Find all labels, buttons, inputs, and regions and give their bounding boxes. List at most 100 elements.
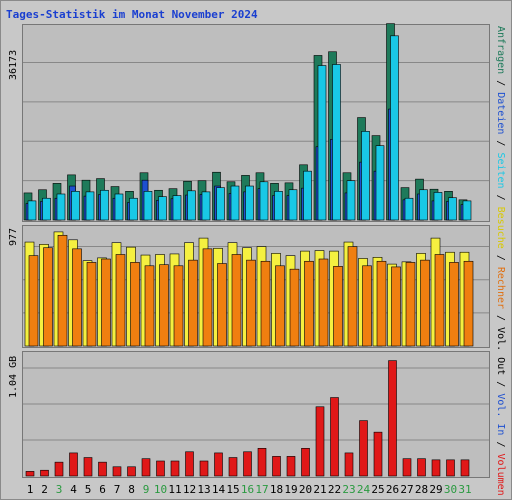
bar-rechner-17: [260, 260, 271, 347]
bar-seiten-10: [158, 196, 167, 221]
day-label-21: 21: [313, 483, 327, 496]
bar-seiten-11: [172, 195, 182, 221]
day-label-25: 25: [371, 483, 385, 496]
day-label-18: 18: [269, 483, 284, 496]
day-label-3: 3: [55, 483, 63, 496]
bar-seiten-4: [71, 191, 80, 221]
day-label-19: 19: [284, 483, 298, 496]
bar-rechner-16: [246, 259, 256, 347]
bar-seiten-13: [201, 191, 211, 221]
bar-rechner-8: [130, 262, 140, 347]
bar-rechner-4: [72, 248, 82, 347]
day-label-12: 12: [182, 483, 197, 496]
bar-volumen-23: [344, 452, 354, 477]
bar-rechner-20: [304, 260, 314, 347]
day-label-16: 16: [240, 483, 255, 496]
bar-seiten-22: [332, 64, 341, 221]
bar-volumen-21: [315, 406, 325, 477]
bar-volumen-11: [170, 460, 180, 477]
bar-volumen-28: [417, 458, 426, 477]
bar-volumen-29: [431, 459, 441, 477]
bar-rechner-11: [173, 265, 184, 347]
day-label-28: 28: [414, 483, 429, 496]
day-label-9: 9: [142, 483, 150, 496]
bar-seiten-29: [433, 192, 443, 221]
page-title: Tages-Statistik im Monat November 2024: [6, 8, 258, 21]
day-label-5: 5: [84, 483, 92, 496]
day-label-10: 10: [153, 483, 168, 496]
bar-seiten-8: [129, 197, 138, 221]
bar-rechner-13: [202, 248, 213, 347]
day-label-31: 31: [458, 483, 472, 496]
day-label-6: 6: [99, 483, 106, 496]
day-label-24: 24: [356, 483, 371, 496]
bar-seiten-5: [85, 191, 95, 221]
bar-volumen-5: [83, 457, 93, 477]
bar-volumen-31: [460, 459, 470, 477]
day-label-22: 22: [327, 483, 342, 496]
bar-volumen-9: [141, 458, 151, 477]
bar-volumen-26: [388, 360, 397, 477]
bar-volumen-15: [228, 457, 238, 477]
bar-rechner-29: [434, 254, 445, 347]
bar-volumen-14: [214, 452, 223, 477]
bar-seiten-26: [390, 35, 399, 221]
day-label-30: 30: [443, 483, 458, 496]
bar-rechner-28: [420, 259, 430, 347]
day-label-29: 29: [429, 483, 443, 496]
bar-volumen-13: [199, 460, 209, 477]
bar-volumen-12: [185, 451, 194, 477]
bar-rechner-26: [391, 266, 401, 347]
bar-rechner-6: [101, 258, 111, 347]
bar-rechner-27: [405, 262, 416, 347]
bar-volumen-6: [98, 461, 107, 477]
bar-seiten-17: [259, 181, 269, 221]
day-label-4: 4: [70, 483, 77, 496]
bar-rechner-25: [376, 260, 387, 347]
bar-seiten-18: [274, 191, 283, 221]
bar-rechner-2: [43, 247, 53, 347]
bar-rechner-12: [188, 259, 198, 347]
day-label-23: 23: [342, 483, 356, 496]
bar-seiten-21: [317, 65, 327, 221]
bar-volumen-7: [112, 466, 122, 477]
bar-rechner-31: [463, 260, 474, 347]
bar-rechner-14: [217, 263, 227, 347]
bar-rechner-23: [347, 246, 358, 347]
day-label-7: 7: [113, 483, 121, 496]
bar-rechner-22: [333, 266, 343, 347]
bar-volumen-27: [402, 458, 412, 477]
bar-volumen-8: [127, 466, 136, 477]
bar-volumen-25: [373, 431, 383, 477]
bar-rechner-30: [449, 262, 459, 347]
day-label-1: 1: [26, 483, 34, 496]
bar-seiten-15: [230, 185, 240, 221]
bar-seiten-2: [42, 197, 51, 221]
bar-rechner-10: [159, 264, 169, 347]
day-label-11: 11: [168, 483, 182, 496]
day-label-8: 8: [128, 483, 135, 496]
day-label-15: 15: [226, 483, 240, 496]
day-label-17: 17: [255, 483, 269, 496]
bar-rechner-18: [275, 265, 285, 347]
bar-rechner-1: [28, 255, 39, 347]
bar-seiten-24: [361, 131, 370, 221]
bar-seiten-28: [419, 189, 428, 221]
bar-seiten-3: [56, 193, 66, 221]
bar-volumen-16: [243, 451, 252, 477]
bar-seiten-7: [114, 193, 124, 221]
day-label-20: 20: [298, 483, 313, 496]
volume-panel: [22, 351, 490, 478]
day-label-2: 2: [41, 483, 48, 496]
day-label-13: 13: [197, 483, 211, 496]
bar-rechner-15: [231, 254, 242, 347]
bar-rechner-21: [318, 258, 329, 347]
bar-rechner-3: [57, 234, 68, 347]
bar-volumen-3: [54, 461, 64, 477]
bar-seiten-16: [245, 185, 254, 221]
bar-seiten-25: [375, 145, 385, 221]
bar-rechner-7: [115, 254, 126, 347]
bar-seiten-9: [143, 191, 153, 221]
bar-volumen-1: [25, 471, 35, 477]
